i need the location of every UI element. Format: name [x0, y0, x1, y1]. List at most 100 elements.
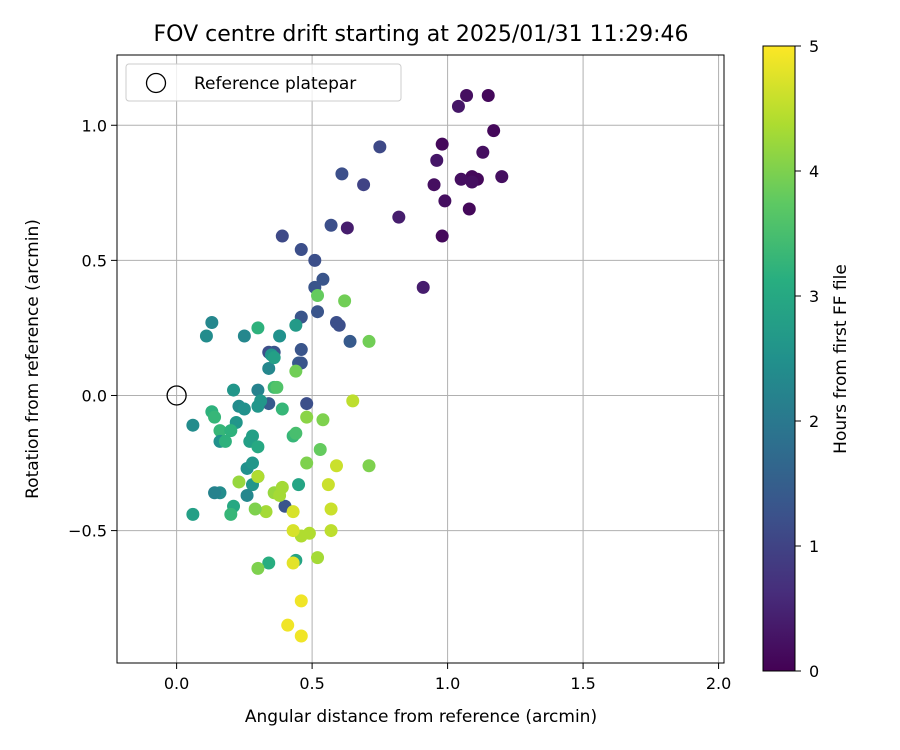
data-point — [340, 221, 354, 235]
colorbar: 0 1 2 3 4 5 Hours from first FF file — [762, 37, 851, 681]
data-point — [275, 229, 289, 243]
data-point — [262, 556, 276, 570]
data-point — [224, 424, 238, 438]
data-point — [300, 397, 314, 411]
data-point — [251, 470, 265, 484]
plot-frame — [116, 54, 725, 664]
data-point — [300, 410, 314, 424]
data-point — [232, 475, 246, 489]
data-point — [495, 170, 509, 184]
reference-point — [166, 385, 187, 406]
y-axis-label: Rotation from reference (arcmin) — [23, 219, 43, 499]
colorbar-gradient — [762, 45, 796, 672]
data-point — [267, 351, 281, 365]
data-point — [237, 329, 251, 343]
data-point — [294, 629, 308, 643]
grid — [117, 55, 724, 663]
data-point — [300, 456, 314, 470]
data-point — [346, 394, 360, 408]
data-point — [245, 456, 259, 470]
data-point — [332, 318, 346, 332]
data-point — [373, 140, 387, 154]
data-point — [251, 383, 265, 397]
legend-marker-reference — [145, 72, 167, 94]
data-point — [281, 618, 295, 632]
colorbar-ticks: 0 1 2 3 4 5 — [795, 37, 819, 681]
colorbar-tick-label: 1 — [809, 537, 819, 556]
data-point — [435, 137, 449, 151]
x-axis-label: Angular distance from reference (arcmin) — [245, 707, 597, 727]
data-point — [313, 443, 327, 457]
x-tick-label: 2.0 — [706, 674, 731, 693]
y-tick-label: −0.5 — [68, 522, 107, 541]
data-point — [335, 167, 349, 181]
data-point — [213, 424, 227, 438]
data-point — [451, 99, 465, 113]
data-point — [286, 505, 300, 519]
data-point — [294, 243, 308, 257]
data-point — [316, 413, 330, 427]
y-axis-ticks: −0.5 0.0 0.5 1.0 — [68, 116, 117, 541]
colorbar-tick-label: 3 — [809, 287, 819, 306]
data-point — [321, 478, 335, 492]
data-point — [240, 488, 254, 502]
x-tick-label: 0.5 — [299, 674, 324, 693]
data-points — [166, 89, 509, 643]
data-point — [465, 175, 479, 189]
colorbar-tick-label: 5 — [809, 37, 819, 56]
data-point — [186, 507, 200, 521]
data-point — [324, 502, 338, 516]
data-point — [362, 459, 376, 473]
legend: Reference platepar — [125, 63, 402, 102]
data-point — [435, 229, 449, 243]
data-point — [251, 399, 265, 413]
y-tick-label: 1.0 — [82, 116, 107, 135]
data-point — [487, 124, 501, 138]
data-point — [286, 556, 300, 570]
data-point — [273, 329, 287, 343]
x-tick-label: 1.5 — [570, 674, 595, 693]
data-point — [251, 321, 265, 335]
data-point — [199, 329, 213, 343]
y-tick-label: 0.0 — [82, 386, 107, 405]
data-point — [343, 334, 357, 348]
data-point — [311, 305, 325, 319]
data-point — [438, 194, 452, 208]
data-point — [251, 561, 265, 575]
data-point — [311, 288, 325, 302]
data-point — [186, 418, 200, 432]
data-point — [416, 280, 430, 294]
data-point — [308, 253, 322, 267]
data-point — [311, 551, 325, 565]
data-point — [205, 316, 219, 330]
data-point — [481, 89, 495, 103]
data-point — [294, 594, 308, 608]
data-point — [248, 502, 262, 516]
data-point — [362, 334, 376, 348]
data-point — [292, 478, 306, 492]
colorbar-tick-label: 0 — [809, 662, 819, 681]
data-point — [259, 505, 273, 519]
data-point — [430, 153, 444, 167]
data-point — [262, 361, 276, 375]
data-point — [275, 480, 289, 494]
data-point — [218, 434, 232, 448]
data-point — [454, 172, 468, 186]
data-point — [224, 507, 238, 521]
colorbar-label: Hours from first FF file — [831, 264, 851, 454]
x-axis-ticks: 0.0 0.5 1.0 1.5 2.0 — [164, 663, 731, 693]
data-point — [338, 294, 352, 308]
data-point — [237, 402, 251, 416]
data-point — [324, 524, 338, 538]
data-point — [476, 145, 490, 159]
data-point — [289, 426, 303, 440]
data-point — [289, 364, 303, 378]
data-point — [275, 402, 289, 416]
y-tick-label: 0.5 — [82, 251, 107, 270]
data-point — [324, 218, 338, 232]
x-tick-label: 1.0 — [435, 674, 460, 693]
data-point — [392, 210, 406, 224]
data-point — [427, 178, 441, 192]
data-point — [460, 89, 474, 103]
legend-box — [125, 63, 402, 102]
